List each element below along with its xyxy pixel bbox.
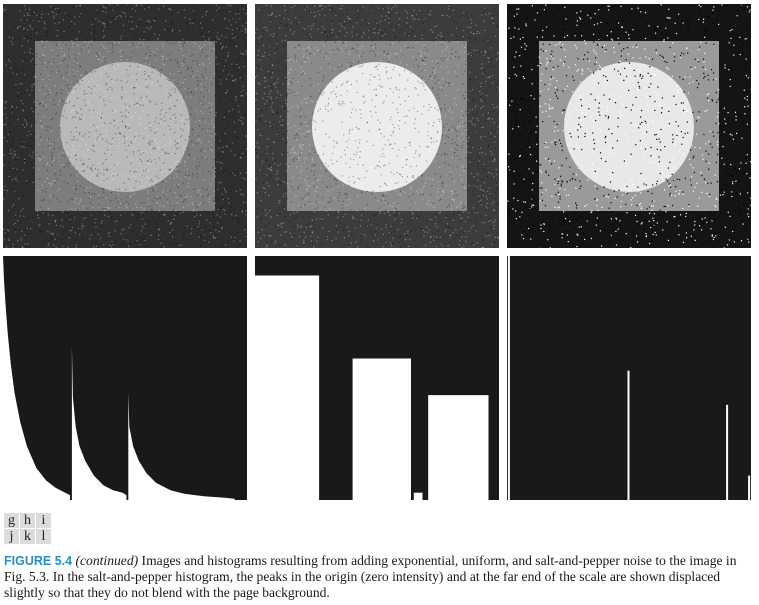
- bright-circle: [312, 62, 442, 192]
- histogram-area-3: [428, 395, 489, 500]
- figure-label: FIGURE 5.4: [4, 554, 73, 568]
- histogram-spike: [627, 370, 630, 500]
- panel-label-grid: g h i j k l: [4, 513, 51, 544]
- panel-label: k: [20, 529, 35, 544]
- uniform-noise-histogram: [255, 256, 499, 500]
- noise-speckle: [3, 4, 247, 248]
- histogram-area-0: [255, 275, 320, 500]
- uniform-noise-image: [255, 4, 499, 248]
- histogram-spike: [726, 404, 729, 500]
- histogram-area-2: [128, 392, 235, 500]
- histogram-spike: [748, 475, 751, 500]
- histogram-svg: [255, 275, 489, 500]
- panel-label: g: [4, 513, 19, 528]
- panel-label: j: [4, 529, 19, 544]
- panel-label: l: [36, 529, 51, 544]
- caption-text: Images and histograms resulting from add…: [4, 553, 737, 600]
- histogram-area-1: [71, 346, 127, 500]
- histogram-area-0: [3, 256, 70, 500]
- exponential-noise-histogram: [3, 256, 247, 500]
- caption-continued: (continued): [75, 553, 139, 568]
- salt-and-pepper-noise-image: [507, 4, 751, 248]
- exponential-noise-image: [3, 4, 247, 248]
- figure-caption: FIGURE 5.4 (continued) Images and histog…: [4, 553, 756, 601]
- bright-circle: [60, 62, 190, 192]
- bright-circle: [564, 62, 694, 192]
- noise-speckle: [255, 4, 499, 248]
- panel-label: h: [20, 513, 35, 528]
- salt-and-pepper-noise-histogram: [507, 256, 751, 500]
- noise-speckle: [507, 4, 751, 248]
- histogram-area-1: [352, 358, 411, 500]
- histogram-area-2: [413, 492, 423, 500]
- histogram-svg: [3, 256, 235, 500]
- histogram-svg: [507, 256, 751, 500]
- histogram-spike: [507, 256, 510, 500]
- panel-label: i: [36, 513, 51, 528]
